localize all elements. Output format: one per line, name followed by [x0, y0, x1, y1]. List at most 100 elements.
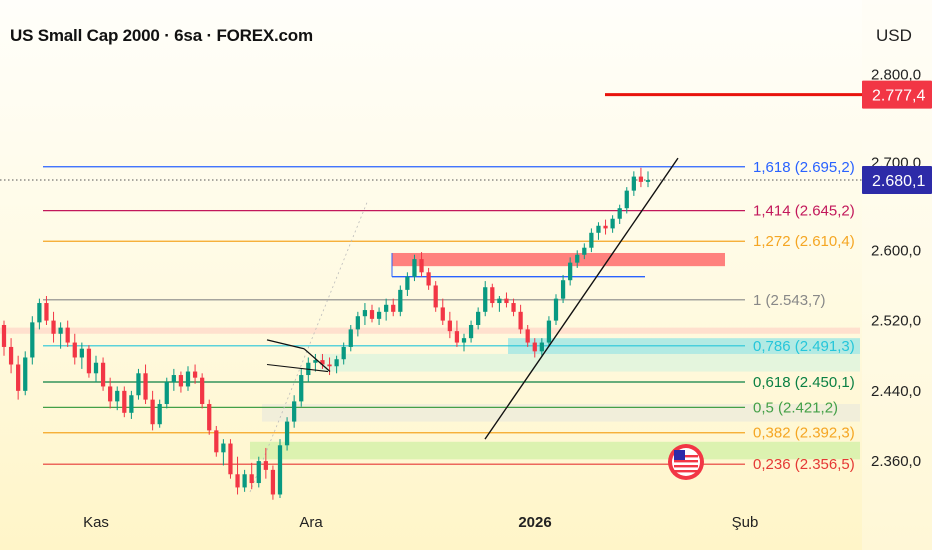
candle-body-82[interactable] [582, 247, 587, 255]
candle-body-86[interactable] [610, 218, 615, 229]
candle-body-29[interactable] [207, 404, 212, 431]
candle-body-60[interactable] [426, 272, 431, 286]
candle-body-41[interactable] [292, 401, 297, 422]
candle-body-10[interactable] [72, 342, 77, 358]
candle-body-70[interactable] [497, 298, 502, 304]
candle-body-12[interactable] [86, 348, 92, 374]
pattern-line-3[interactable] [266, 363, 329, 373]
candle-body-68[interactable] [483, 287, 488, 312]
candle-body-74[interactable] [525, 329, 530, 343]
candle-body-38[interactable] [270, 469, 276, 495]
candle-body-64[interactable] [454, 331, 460, 343]
candle-body-47[interactable] [334, 359, 339, 367]
candle-body-35[interactable] [249, 474, 254, 484]
candle-body-59[interactable] [419, 259, 424, 273]
candle-body-6[interactable] [44, 303, 49, 321]
candle-body-80[interactable] [568, 262, 573, 281]
candle-body-58[interactable] [412, 259, 417, 277]
candle-body-87[interactable] [617, 208, 622, 219]
resistance-zone[interactable] [392, 252, 725, 267]
candle-body-34[interactable] [242, 474, 247, 488]
candle-body-24[interactable] [171, 375, 176, 383]
candle-body-89[interactable] [631, 176, 636, 191]
candle-body-45[interactable] [320, 360, 325, 365]
candle-body-7[interactable] [51, 320, 56, 334]
candle-body-25[interactable] [178, 375, 184, 387]
candle-body-69[interactable] [490, 287, 495, 304]
candle-body-17[interactable] [122, 390, 127, 413]
candle-body-3[interactable] [23, 357, 28, 391]
candle-body-54[interactable] [384, 304, 389, 312]
candle-body-40[interactable] [284, 421, 290, 446]
candle-body-57[interactable] [405, 276, 410, 290]
candle-body-31[interactable] [221, 443, 226, 453]
candle-body-66[interactable] [468, 324, 474, 339]
candle-body-90[interactable] [638, 176, 644, 182]
candle-body-14[interactable] [100, 362, 106, 387]
candle-body-62[interactable] [440, 307, 445, 321]
candle-body-85[interactable] [603, 225, 608, 229]
candle-body-55[interactable] [391, 304, 396, 312]
candle-body-61[interactable] [433, 285, 438, 308]
candle-body-76[interactable] [539, 342, 544, 352]
candle-body-9[interactable] [65, 327, 70, 343]
candle-body-23[interactable] [164, 382, 169, 405]
candle-body-71[interactable] [504, 298, 509, 304]
price-tag-bg-0[interactable] [862, 80, 932, 109]
candle-body-18[interactable] [129, 395, 134, 413]
candle-body-51[interactable] [362, 310, 368, 317]
candle-body-67[interactable] [476, 311, 481, 325]
candle-body-39[interactable] [277, 445, 283, 495]
candle-body-78[interactable] [553, 298, 559, 321]
candle-body-36[interactable] [256, 461, 261, 484]
candle-body-77[interactable] [546, 320, 552, 343]
candle-body-81[interactable] [575, 254, 580, 263]
candle-body-75[interactable] [532, 342, 537, 352]
price-tag-bg-1[interactable] [862, 166, 932, 195]
candle-body-42[interactable] [299, 375, 304, 402]
candle-body-21[interactable] [150, 399, 155, 425]
candle-body-19[interactable] [136, 373, 141, 396]
candle-body-91[interactable] [645, 180, 651, 182]
uptrend-line[interactable] [484, 157, 679, 440]
candle-body-15[interactable] [108, 386, 113, 402]
candle-body-65[interactable] [461, 338, 467, 343]
candle-body-2[interactable] [16, 364, 21, 391]
candle-body-5[interactable] [37, 303, 42, 323]
candle-body-30[interactable] [214, 430, 219, 453]
candle-body-56[interactable] [398, 289, 403, 312]
pattern-line-1[interactable] [266, 339, 305, 350]
candle-body-22[interactable] [157, 404, 162, 425]
candle-body-50[interactable] [355, 316, 360, 330]
candle-body-11[interactable] [79, 348, 84, 358]
candle-body-63[interactable] [447, 320, 452, 332]
candle-body-44[interactable] [313, 360, 318, 363]
candle-body-1[interactable] [8, 346, 14, 365]
candle-body-73[interactable] [518, 311, 523, 330]
candle-body-49[interactable] [348, 329, 353, 347]
candle-body-48[interactable] [341, 346, 346, 360]
candle-body-84[interactable] [596, 225, 601, 233]
candle-body-27[interactable] [192, 371, 198, 378]
pattern-line-2[interactable] [303, 348, 331, 373]
candle-body-20[interactable] [143, 373, 148, 400]
candle-body-26[interactable] [185, 371, 191, 387]
candle-body-37[interactable] [263, 461, 268, 470]
candle-body-13[interactable] [93, 362, 99, 374]
candle-body-33[interactable] [235, 474, 240, 488]
candle-body-88[interactable] [624, 190, 629, 209]
candle-body-28[interactable] [200, 377, 205, 405]
candle-body-79[interactable] [560, 280, 566, 299]
candle-body-53[interactable] [376, 311, 382, 319]
candle-body-8[interactable] [58, 327, 63, 334]
candle-body-4[interactable] [30, 322, 35, 358]
candle-body-32[interactable] [228, 443, 233, 475]
candle-body-16[interactable] [115, 390, 120, 402]
candle-body-0[interactable] [1, 324, 7, 347]
candle-body-83[interactable] [589, 232, 594, 248]
currency-label[interactable]: USD [876, 26, 912, 45]
candle-body-72[interactable] [511, 303, 516, 312]
candle-body-52[interactable] [369, 310, 375, 319]
candle-body-46[interactable] [327, 364, 332, 367]
